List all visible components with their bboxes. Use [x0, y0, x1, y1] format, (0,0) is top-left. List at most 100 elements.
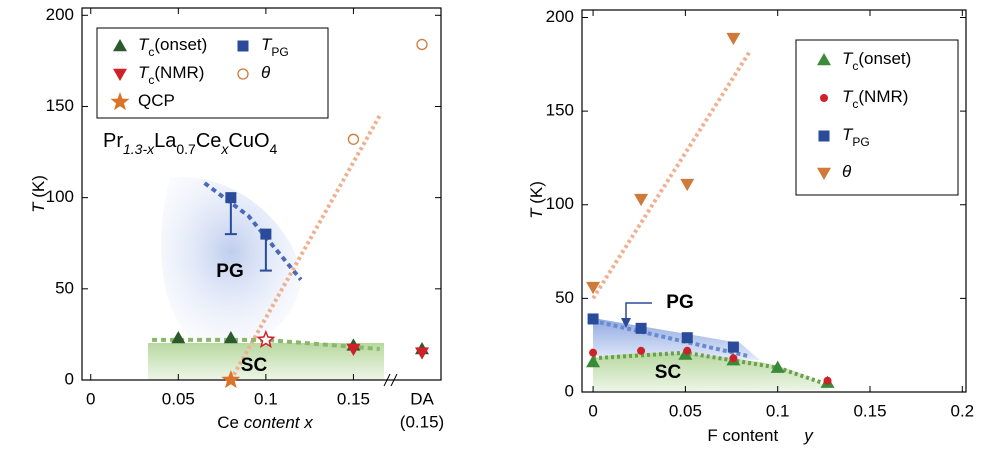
y-tick-label: 200 [46, 5, 74, 24]
legend-label-part: θ [842, 162, 852, 181]
legend-label: Tc(onset) [138, 35, 207, 59]
point [823, 376, 832, 385]
x-tick-label: 0.05 [669, 401, 702, 420]
legend-marker [237, 40, 249, 52]
formula-part: CuO [228, 130, 269, 152]
formula-part: 0.7 [176, 141, 196, 157]
y-tick-label: 200 [546, 7, 574, 26]
legend-label-part: (NMR) [858, 87, 908, 106]
legend-marker [113, 68, 127, 81]
x-tick-label: 0 [588, 401, 597, 420]
guide-line [591, 50, 752, 300]
break-label: (0.15) [400, 412, 444, 431]
legend-label: TPG [261, 35, 289, 59]
point [586, 355, 601, 368]
point [221, 370, 241, 389]
legend-label-part: PG [271, 45, 288, 59]
legend-label-part: c [148, 45, 154, 59]
x-tick-label: 0.1 [766, 401, 790, 420]
point [260, 228, 272, 240]
y-axis-label: T (K) [527, 181, 546, 219]
point [637, 346, 646, 355]
y-axis-label-part: (K) [29, 175, 48, 202]
point [727, 341, 739, 353]
legend-label: θ [261, 63, 271, 82]
x-tick-label: 0.2 [950, 401, 974, 420]
legend-label-part: (onset) [858, 49, 911, 68]
x-tick-label: 0 [86, 389, 95, 408]
y-tick-label: 50 [555, 288, 574, 307]
point [726, 32, 741, 46]
x-tick-label: 0.15 [853, 401, 886, 420]
point [589, 348, 598, 357]
point [171, 331, 186, 344]
guide-line [203, 181, 303, 281]
point [225, 192, 237, 204]
x-axis-label-part: F content [707, 426, 778, 445]
x-axis-label-part: Ce [217, 413, 243, 432]
legend-label-part: T [261, 35, 273, 54]
y-axis-label-part: T [29, 201, 48, 213]
guide-line [592, 318, 751, 359]
y-tick-label: 0 [565, 381, 574, 400]
legend-marker [110, 92, 130, 111]
legend-label-part: (onset) [154, 35, 207, 54]
point [729, 354, 738, 363]
plot-frame [581, 9, 967, 393]
legend-marker [817, 53, 831, 66]
y-axis-label: T (K) [29, 175, 48, 213]
point [587, 313, 599, 325]
annotation: SC [241, 355, 268, 376]
y-tick-label: 100 [546, 194, 574, 213]
legend-label-part: QCP [138, 91, 175, 110]
point [635, 322, 647, 334]
x-axis-label: Ce content x [217, 413, 313, 432]
point [347, 133, 360, 145]
formula: Pr1.3-xLa0.7CexCuO4 [103, 130, 278, 156]
legend-label: θ [842, 162, 852, 181]
x-axis-label-part: y [803, 426, 814, 445]
legend-marker [818, 130, 830, 142]
legend-label-part: c [852, 59, 858, 73]
legend-label: TPG [842, 125, 870, 149]
guide-line [152, 337, 380, 351]
formula-part: Ce [196, 130, 222, 152]
point [634, 193, 649, 207]
legend-label-part: T [842, 125, 854, 144]
legend-label-part: T [138, 63, 150, 82]
x-tick-label: 0.15 [337, 389, 370, 408]
legend-box [96, 27, 329, 119]
formula-part: 1.3-x [123, 141, 155, 157]
legend-label-part: T [138, 35, 150, 54]
legend-marker [817, 167, 831, 180]
legend-label-part: θ [261, 63, 271, 82]
y-axis-label-part: T [527, 207, 546, 219]
break-label: DA [410, 389, 434, 408]
legend-label: QCP [138, 91, 175, 110]
pg-arrow [621, 302, 652, 328]
y-tick-label: 50 [55, 278, 74, 297]
legend-label: Tc(NMR) [842, 87, 908, 111]
x-axis-label-part: content x [244, 413, 313, 432]
formula-part: 4 [270, 141, 278, 157]
legend-label-part: PG [852, 135, 869, 149]
legend-label-part: c [148, 73, 154, 87]
legend-label-part: c [852, 97, 858, 111]
y-tick-label: 100 [46, 187, 74, 206]
annotation: PG [666, 292, 693, 313]
legend-label: Tc(onset) [842, 49, 911, 73]
legend-marker [820, 94, 828, 102]
legend-label: Tc(NMR) [138, 63, 204, 87]
legend-label-part: (NMR) [154, 63, 204, 82]
legend-marker [237, 68, 249, 80]
formula-part: Pr [103, 130, 123, 152]
point [680, 178, 695, 192]
point [223, 331, 238, 344]
legend-marker [113, 39, 127, 52]
annotation: SC [655, 362, 682, 383]
point [415, 347, 429, 360]
x-axis-label: F content y [707, 426, 814, 445]
point [681, 332, 693, 344]
point [346, 343, 361, 356]
